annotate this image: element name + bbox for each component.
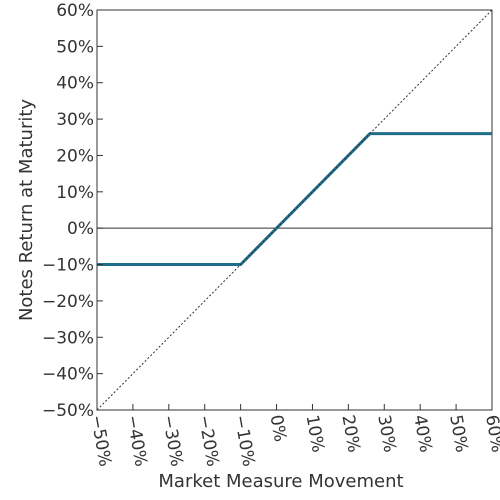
y-tick-label: 20% bbox=[56, 146, 94, 166]
x-tick-label: −20% bbox=[194, 413, 223, 468]
x-tick-label: 30% bbox=[373, 413, 399, 454]
y-tick-label: 50% bbox=[56, 37, 94, 57]
y-tick-label: 10% bbox=[56, 183, 94, 203]
x-tick-label: −50% bbox=[86, 413, 115, 468]
y-tick-label: −50% bbox=[42, 401, 94, 421]
y-tick-label: 40% bbox=[56, 74, 94, 94]
y-axis-title: Notes Return at Maturity bbox=[16, 99, 37, 321]
payoff-line bbox=[97, 132, 492, 267]
x-tick-label: 50% bbox=[445, 413, 471, 454]
y-tick-label: −10% bbox=[42, 256, 94, 276]
x-tick-label: −30% bbox=[158, 413, 187, 468]
x-tick-label: 0% bbox=[266, 413, 290, 443]
x-tick-label: −40% bbox=[122, 413, 151, 468]
x-tick-label: 10% bbox=[302, 413, 328, 454]
y-tick-label: 0% bbox=[67, 219, 94, 239]
x-tick-label: 20% bbox=[337, 413, 363, 454]
reference-diagonal-line bbox=[96, 9, 493, 411]
x-axis-title: Market Measure Movement bbox=[158, 471, 403, 492]
plot-frame bbox=[96, 9, 493, 411]
x-tick-label: −10% bbox=[230, 413, 259, 468]
y-tick-label: 60% bbox=[56, 1, 94, 21]
x-tick-label: 60% bbox=[481, 413, 500, 454]
y-tick-label: 30% bbox=[56, 110, 94, 130]
y-tick-label: −20% bbox=[42, 292, 94, 312]
y-tick-label: −40% bbox=[42, 365, 94, 385]
y-tick-label: −30% bbox=[42, 328, 94, 348]
x-tick-label: 40% bbox=[409, 413, 435, 454]
